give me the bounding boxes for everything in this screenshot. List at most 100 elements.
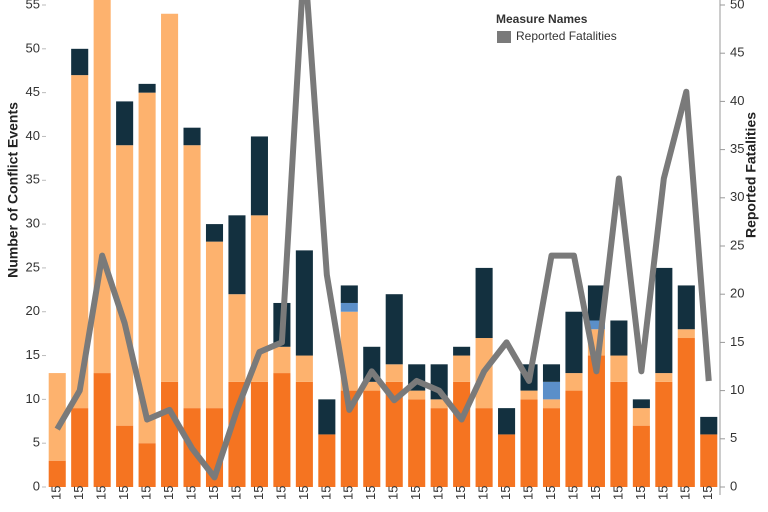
bar-segment [250, 381, 268, 487]
y-tick-label: 45 [26, 84, 40, 99]
bar-segment [340, 302, 358, 312]
bar-segment [295, 250, 313, 356]
bar-segment [453, 381, 471, 487]
x-tick-label: 15 [543, 486, 558, 500]
bar-segment [363, 390, 381, 487]
bar-segment [48, 460, 66, 487]
bar-segment [498, 408, 516, 435]
bar-segment [295, 381, 313, 487]
x-tick-label: 15 [453, 486, 468, 500]
bar-segment [677, 338, 695, 487]
x-tick-label: 15 [678, 486, 693, 500]
bar-segment [93, 373, 111, 487]
bar-segment [610, 355, 628, 382]
bar-segment [318, 399, 336, 435]
x-tick-label: 15 [94, 486, 109, 500]
x-tick-label: 15 [318, 486, 333, 500]
y-tick-label: 5 [33, 435, 40, 450]
plot-area [48, 0, 718, 487]
y-tick-label: 20 [26, 303, 40, 318]
bar-segment [340, 285, 358, 303]
y2-tick-label: 20 [730, 286, 744, 301]
bar-segment [295, 355, 313, 382]
y-tick-label: 10 [26, 391, 40, 406]
x-tick-label: 15 [341, 486, 356, 500]
legend-title: Measure Names [496, 12, 588, 26]
bar-segment [542, 399, 561, 409]
bar-segment [385, 381, 403, 487]
bar-segment [565, 311, 583, 374]
bar-segment [273, 346, 291, 374]
bar-segment [183, 145, 201, 409]
bar-segment [610, 320, 628, 356]
y2-tick-label: 0 [730, 478, 737, 493]
x-tick-label: 15 [183, 486, 198, 500]
bar-segment [273, 373, 291, 487]
bar-segment [228, 215, 246, 295]
bar-segment [655, 267, 673, 374]
x-tick-label: 15 [71, 486, 86, 500]
x-tick-label: 15 [700, 486, 715, 500]
bar-segment [700, 416, 718, 435]
bar-segment [453, 346, 471, 356]
bar-segment [116, 101, 134, 146]
y-tick-label: 40 [26, 128, 40, 143]
bar-segment [318, 434, 336, 487]
y-tick-label: 35 [26, 172, 40, 187]
bar-segment [93, 0, 111, 374]
bar-segment [228, 381, 246, 487]
x-tick-label: 15 [116, 486, 131, 500]
x-tick-label: 15 [633, 486, 648, 500]
bar-segment [116, 145, 134, 426]
x-tick-label: 15 [49, 486, 64, 500]
x-tick-label: 15 [498, 486, 513, 500]
bar-segment [408, 390, 426, 400]
bar-segment [520, 390, 538, 400]
bar-segment [250, 215, 268, 382]
x-tick-label: 15 [228, 486, 243, 500]
x-tick-label: 15 [655, 486, 670, 500]
bar-segment [340, 390, 358, 487]
bar-segment [475, 267, 493, 339]
bar-segment [363, 381, 381, 391]
y2-tick-label: 50 [730, 0, 744, 11]
line [54, 0, 712, 481]
bar-segment [542, 408, 561, 487]
bar-segment [453, 355, 471, 382]
x-tick-label: 15 [588, 486, 603, 500]
bar-segment [677, 285, 695, 330]
bar-segment [632, 399, 650, 409]
bar-segment [587, 320, 605, 330]
bar-segment [655, 373, 673, 382]
x-tick-label: 15 [610, 486, 625, 500]
bar-segment [48, 373, 66, 461]
y-tick-label: 55 [26, 0, 40, 11]
bar-segment [138, 92, 156, 444]
y-tick-label: 50 [26, 40, 40, 55]
x-tick-label: 15 [251, 486, 266, 500]
bar-segment [430, 399, 448, 409]
bar-segment [565, 390, 583, 487]
y2-tick-label: 45 [730, 45, 744, 60]
bar-segment [700, 434, 718, 487]
y2-tick-label: 25 [730, 237, 744, 252]
x-tick-label: 15 [520, 486, 535, 500]
bar-segment [205, 241, 224, 409]
bar-segment [71, 408, 89, 487]
y-tick-label: 30 [26, 216, 40, 231]
bar-segment [498, 434, 516, 487]
bar-segment [183, 127, 201, 146]
bar-segment [71, 75, 89, 409]
legend-swatch [497, 31, 511, 43]
bar-segment [542, 381, 561, 400]
bar-segment [430, 408, 448, 487]
bar-segment [655, 381, 673, 487]
y-axis-title: Number of Conflict Events [5, 102, 21, 278]
y2-axis-title: Reported Fatalities [743, 112, 759, 238]
bar-segment [385, 294, 403, 365]
y2-tick-label: 30 [730, 189, 744, 204]
bar-segment [228, 294, 246, 382]
y-tick-label: 15 [26, 347, 40, 362]
x-tick-label: 15 [363, 486, 378, 500]
